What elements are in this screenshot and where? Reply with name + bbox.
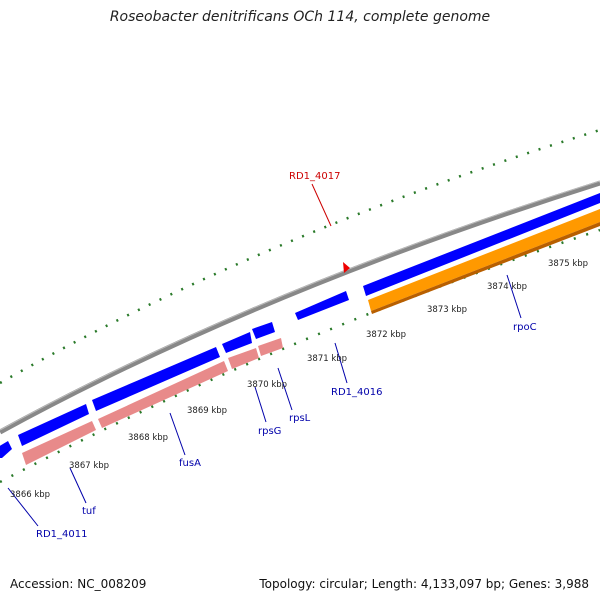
tick-label: 3873 kbp (427, 305, 467, 315)
genome-stats-label: Topology: circular; Length: 4,133,097 bp… (259, 577, 589, 591)
tick-label: 3870 kbp (247, 380, 287, 390)
gene-arrow-rpoC-blue[interactable] (363, 193, 600, 296)
tick-label: 3874 kbp (487, 282, 527, 292)
tick-label: 3866 kbp (10, 490, 50, 500)
gene-label-rpoC[interactable]: rpoC (513, 322, 537, 333)
gene-labels: RD1_4017 RD1_4011 tuf fusA rpsG rpsL RD1… (36, 171, 537, 540)
genome-backbone (0, 180, 600, 435)
gene-label-RD1_4017[interactable]: RD1_4017 (289, 171, 340, 182)
inner-dotted-ring (0, 228, 600, 484)
gene-arrow-blue-3[interactable] (222, 332, 252, 353)
forward-gene-track (0, 193, 600, 458)
gene-label-fusA[interactable]: fusA (179, 458, 201, 469)
gene-arrow-blue-4[interactable] (252, 322, 275, 339)
gene-arrow-RD1_4011[interactable] (0, 441, 12, 458)
gene-arrow-fusA[interactable] (98, 361, 228, 428)
tick-label: 3875 kbp (548, 259, 588, 269)
reverse-gene-track (22, 209, 600, 465)
gene-arrow-blue-2[interactable] (92, 347, 220, 411)
gene-label-RD1_4016[interactable]: RD1_4016 (331, 387, 382, 398)
tick-label: 3868 kbp (128, 433, 168, 443)
kbp-tick-labels: 3866 kbp 3867 kbp 3868 kbp 3869 kbp 3870… (10, 259, 588, 500)
gene-label-rpsL[interactable]: rpsL (289, 413, 311, 424)
gene-label-tuf[interactable]: tuf (82, 506, 96, 517)
gene-label-RD1_4011[interactable]: RD1_4011 (36, 529, 87, 540)
gene-arrow-rpoC[interactable] (368, 209, 600, 311)
gene-arrow-RD1_4016[interactable] (295, 291, 349, 320)
gene-arrow-rpsL[interactable] (258, 338, 283, 356)
tick-label: 3869 kbp (187, 406, 227, 416)
outer-dotted-ring (0, 128, 600, 385)
gene-arrow-rpsG[interactable] (228, 348, 259, 369)
gene-arrow-blue-1[interactable] (18, 404, 89, 446)
tick-label: 3872 kbp (366, 330, 406, 340)
leader-lines (7, 183, 522, 527)
accession-label: Accession: NC_008209 (10, 577, 147, 591)
marker-RD1_4017[interactable] (343, 262, 350, 273)
genome-title: Roseobacter denitrificans OCh 114, compl… (109, 9, 491, 25)
tick-label: 3867 kbp (69, 461, 109, 471)
gene-label-rpsG[interactable]: rpsG (258, 426, 281, 437)
gene-arrow-tuf[interactable] (22, 421, 96, 465)
tick-label: 3871 kbp (307, 354, 347, 364)
